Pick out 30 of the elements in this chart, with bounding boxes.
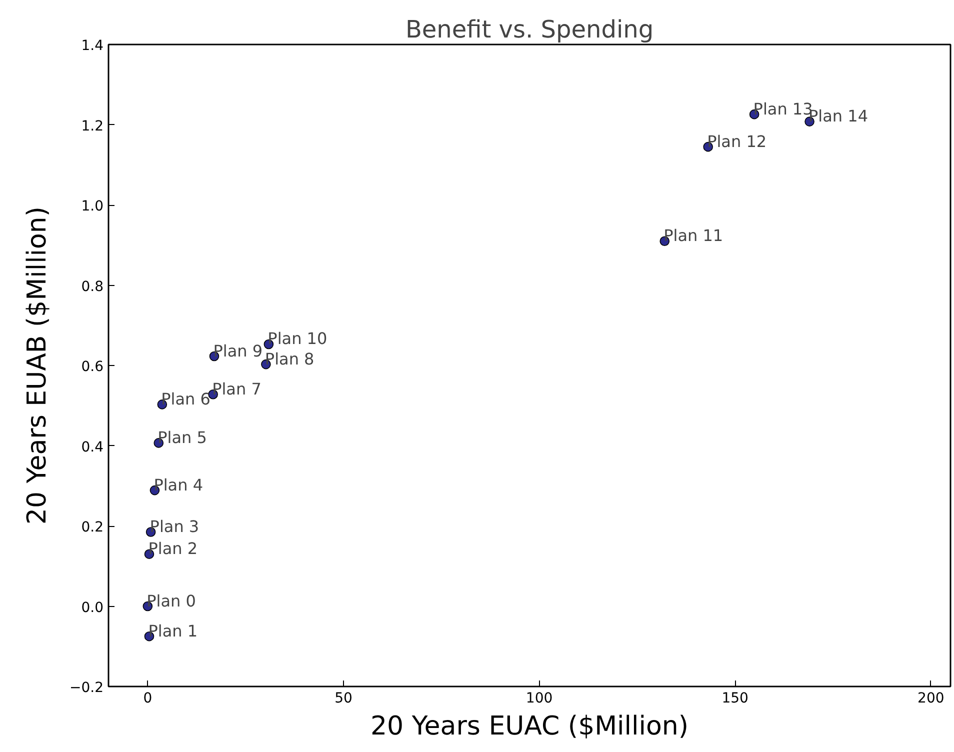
y-tick-label: −0.2 <box>70 680 104 696</box>
annotation: Plan 8 <box>264 349 314 368</box>
annotation: Plan 11 <box>664 226 724 246</box>
annotation: Plan 7 <box>212 379 262 398</box>
annotation: Plan 0 <box>146 591 196 610</box>
annotation: Plan 1 <box>148 621 198 640</box>
annotation: Plan 6 <box>161 389 210 408</box>
y-axis-title: 20 Years EUAB ($Million) <box>22 206 53 525</box>
x-tick-label: 150 <box>722 690 748 706</box>
x-tick-label: 100 <box>526 690 553 706</box>
y-tick-label: 0.2 <box>81 520 104 536</box>
y-tick-label: 1.2 <box>81 118 104 134</box>
y-tick-label: 0.6 <box>81 359 104 375</box>
annotation: Plan 2 <box>148 539 198 558</box>
x-tick-label: 200 <box>918 690 944 706</box>
annotation: Plan 3 <box>150 517 200 536</box>
x-axis-title: 20 Years EUAC ($Million) <box>370 712 688 742</box>
y-tick-label: 0.4 <box>81 439 104 456</box>
annotation: Plan 9 <box>213 341 263 360</box>
annotation: Plan 4 <box>154 475 204 494</box>
x-tick-label: 50 <box>334 690 352 706</box>
annotation: Plan 5 <box>158 428 207 447</box>
annotation: Plan 10 <box>268 329 328 348</box>
y-tick-label: 1.4 <box>81 38 104 54</box>
chart-title: Benefit vs. Spending <box>405 16 654 44</box>
x-tick-label: 0 <box>143 690 152 706</box>
annotation: Plan 12 <box>707 132 767 151</box>
y-tick-label: 0.8 <box>81 278 104 295</box>
y-tick-label: 0.0 <box>81 600 104 616</box>
y-tick-label: 1.0 <box>81 198 104 214</box>
